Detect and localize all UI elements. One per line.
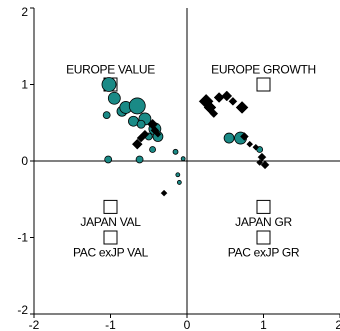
diamond-marker [160, 189, 168, 197]
y-tick-label: -2 [17, 303, 28, 317]
data-points [101, 77, 270, 197]
y-tick-label: 0 [21, 154, 28, 168]
x-tick-label: 0 [184, 318, 191, 331]
x-tick-label: 1 [260, 318, 267, 331]
reference-box [256, 77, 271, 92]
reference-box-label: JAPAN GR [235, 215, 292, 229]
reference-boxes: EUROPE VALUE EUROPE GROWTH JAPAN VAL JAPAN … [66, 63, 316, 260]
diamond-marker [252, 143, 260, 151]
diamond-marker [221, 90, 233, 102]
circle-marker [223, 132, 235, 144]
x-tick-label: -1 [105, 318, 116, 331]
diamond-marker [228, 96, 238, 106]
diamond-marker [260, 160, 270, 170]
diamond-marker [246, 140, 254, 148]
reference-box-label: PAC exJP GR [228, 246, 300, 260]
diamond-marker [240, 132, 249, 141]
diamond-marker [209, 109, 219, 118]
diamond-marker [256, 159, 264, 166]
circle-marker [104, 155, 113, 164]
y-tick-label: -1 [17, 231, 28, 245]
diamond-marker [235, 101, 249, 114]
x-tick-label: -2 [29, 318, 40, 331]
circle-marker [107, 91, 121, 105]
circle-marker [136, 119, 146, 129]
reference-box-label: EUROPE VALUE [66, 63, 155, 77]
circle-marker [149, 146, 156, 153]
reference-box-label: EUROPE GROWTH [211, 63, 316, 77]
reference-box-label: JAPAN VAL [80, 215, 141, 229]
circle-marker [128, 97, 146, 115]
y-axis-ticks: -2 -1 0 1 2 [17, 5, 34, 317]
circle-marker [101, 77, 117, 92]
circle-marker [175, 172, 181, 178]
reference-box [103, 199, 118, 214]
y-tick-label: 2 [21, 5, 28, 19]
circle-marker [176, 180, 182, 185]
reference-box [256, 199, 271, 214]
zero-lines [34, 8, 340, 314]
circle-marker [102, 111, 111, 119]
reference-box [256, 230, 271, 245]
diamond-marker [154, 130, 162, 138]
diamond-marker [140, 129, 150, 139]
circle-marker [172, 148, 179, 155]
diamond-marker [131, 138, 143, 150]
x-tick-label: 2 [335, 318, 340, 331]
diamond-marker [257, 152, 267, 162]
circle-marker [135, 155, 144, 164]
reference-box-label: PAC exJP VAL [73, 246, 149, 260]
circle-marker [180, 156, 186, 162]
y-tick-label: 1 [21, 78, 28, 92]
x-axis-ticks: -2 -1 0 1 2 [29, 314, 340, 331]
reference-box [103, 230, 118, 245]
